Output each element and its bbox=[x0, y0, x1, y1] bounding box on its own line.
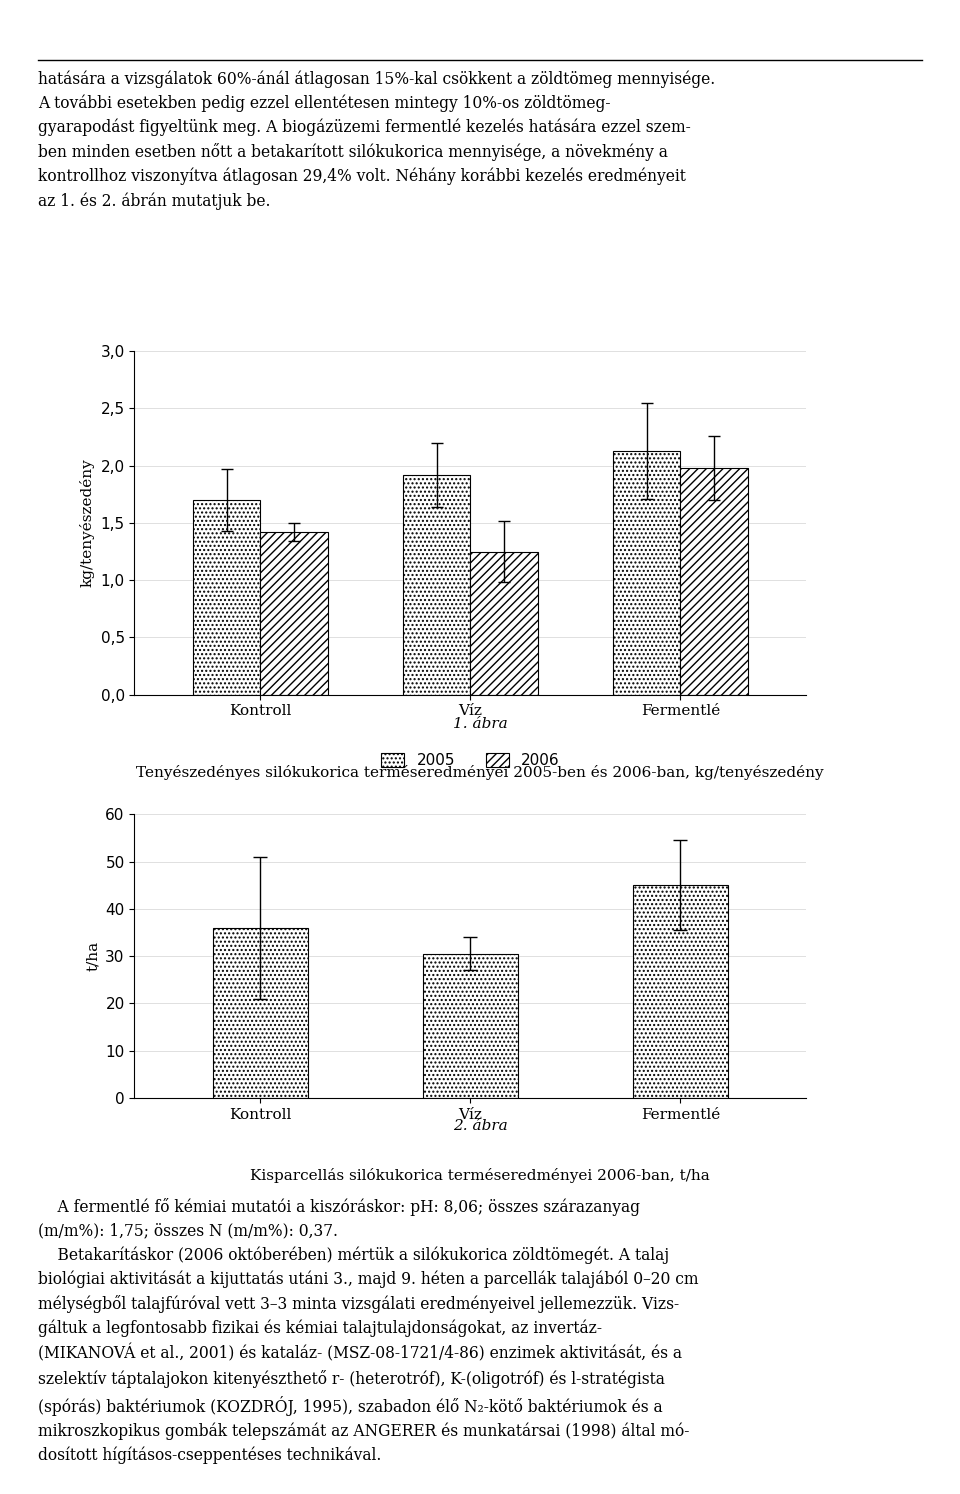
Bar bbox=[423, 953, 517, 1098]
Bar bbox=[613, 451, 681, 695]
Text: Kisparcellás silókukorica terméseredményei 2006-ban, t/ha: Kisparcellás silókukorica terméseredmény… bbox=[251, 1168, 709, 1183]
Y-axis label: kg/tenyészedény: kg/tenyészedény bbox=[80, 459, 95, 587]
Text: Tenyészedényes silókukorica terméseredményei 2005-ben és 2006-ban, kg/tenyészedé: Tenyészedényes silókukorica terméseredmé… bbox=[136, 765, 824, 780]
Text: 1. ábra: 1. ábra bbox=[452, 717, 508, 731]
Bar bbox=[403, 475, 470, 695]
Bar bbox=[260, 532, 327, 695]
Text: A fermentlé fő kémiai mutatói a kiszóráskor: pH: 8,06; összes szárazanyag
(m/m%): A fermentlé fő kémiai mutatói a kiszórás… bbox=[38, 1198, 699, 1464]
Text: hatására a vizsgálatok 60%-ánál átlagosan 15%-kal csökkent a zöldtömeg mennyiség: hatására a vizsgálatok 60%-ánál átlagosa… bbox=[38, 70, 715, 209]
Text: 2. ábra: 2. ábra bbox=[452, 1119, 508, 1132]
Legend: 2005, 2006: 2005, 2006 bbox=[375, 747, 565, 774]
Y-axis label: t/ha: t/ha bbox=[85, 941, 100, 971]
Bar bbox=[634, 884, 728, 1098]
Bar bbox=[470, 551, 538, 695]
Bar bbox=[193, 500, 260, 695]
Bar bbox=[681, 468, 748, 695]
Bar bbox=[213, 928, 307, 1098]
